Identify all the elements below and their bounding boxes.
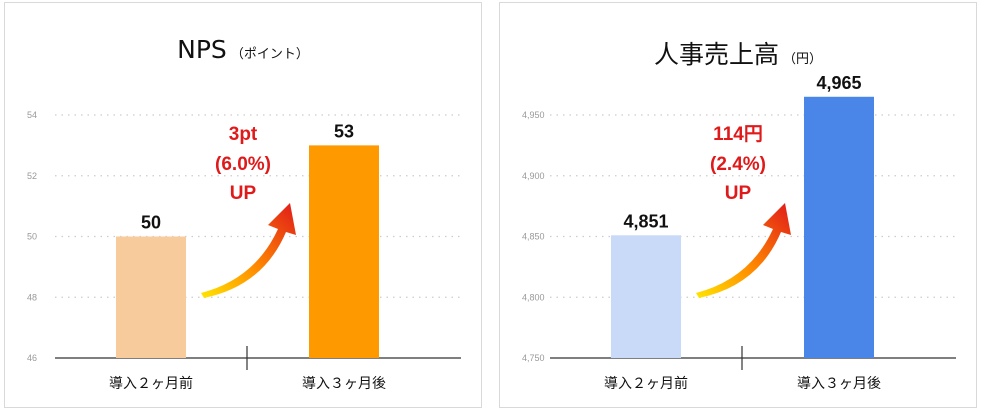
category-label: 導入３ヶ月後: [302, 376, 386, 392]
change-annotation: 114円: [713, 124, 763, 145]
change-annotation: (2.4%): [710, 154, 766, 175]
bar-2: [804, 96, 874, 359]
nps-bar-chart: 46 48 50 52 54 50 導入２ヶ月前 53 導入３ヶ月後 3pt (6.0%) UP: [27, 110, 461, 392]
change-annotation: (6.0%): [215, 154, 271, 175]
y-tick-label: 46: [27, 353, 37, 363]
category-label: 導入２ヶ月前: [604, 375, 688, 392]
data-label: 50: [141, 213, 161, 233]
data-label: 4,851: [623, 211, 668, 231]
y-tick-label: 48: [27, 292, 37, 302]
y-tick-label: 4,750: [522, 353, 545, 363]
y-tick-label: 54: [27, 110, 37, 120]
data-label: 4,965: [816, 73, 861, 93]
category-label: 導入２ヶ月前: [109, 375, 193, 392]
y-tick-label: 50: [27, 232, 37, 242]
increase-arrow-icon: [696, 203, 791, 298]
increase-arrow-icon: [201, 203, 296, 298]
chart-title-unit: （ポイント）: [230, 47, 309, 62]
bar-1: [611, 235, 681, 358]
data-label: 53: [334, 121, 354, 141]
change-annotation: 3pt: [229, 124, 258, 145]
chart-title: 人事売上高 （円）: [500, 35, 976, 71]
sales-bar-chart: 4,750 4,800 4,850 4,900 4,950 4,851 導入２ヶ月前 4,96…: [522, 73, 956, 392]
bar-1: [116, 236, 186, 358]
chart-title: NPS （ポイント）: [5, 35, 481, 64]
change-annotation: UP: [230, 183, 257, 204]
y-tick-label: 52: [27, 171, 37, 181]
chart-title-text: NPS: [177, 35, 227, 64]
y-tick-label: 4,800: [522, 292, 545, 302]
y-tick-label: 4,850: [522, 232, 545, 242]
y-tick-label: 4,950: [522, 110, 545, 120]
y-tick-label: 4,900: [522, 171, 545, 181]
change-annotation: UP: [725, 183, 752, 204]
category-label: 導入３ヶ月後: [797, 376, 881, 392]
bar-2: [309, 145, 379, 358]
chart-title-text: 人事売上高: [653, 40, 779, 69]
nps-chart-panel: NPS （ポイント） 46 48 50 52 54 50 導入２ヶ月前 53 導入３ヶ月後 3pt (…: [4, 2, 482, 408]
sales-chart-panel: 人事売上高 （円） 4,750 4,800 4,850 4,900 4,950 4,851 導…: [499, 2, 977, 408]
chart-title-unit: （円）: [783, 52, 823, 67]
